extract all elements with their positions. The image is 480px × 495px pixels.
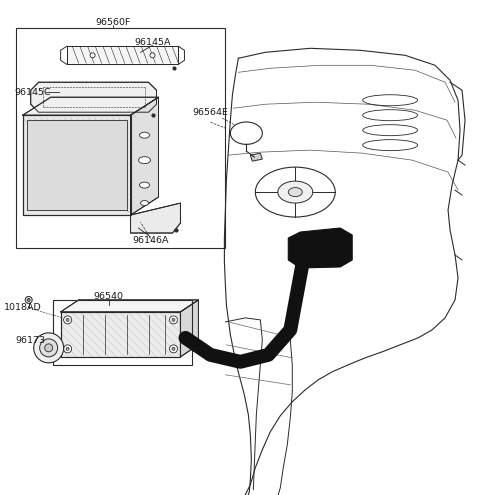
Polygon shape (180, 300, 198, 357)
Ellipse shape (141, 200, 148, 205)
Text: 96145C: 96145C (14, 88, 51, 97)
Text: 96173: 96173 (16, 337, 46, 346)
Polygon shape (23, 97, 158, 115)
Circle shape (172, 318, 175, 321)
Ellipse shape (139, 156, 151, 164)
Ellipse shape (278, 181, 313, 203)
Circle shape (66, 318, 69, 321)
Bar (53, 300, 192, 365)
Polygon shape (67, 47, 179, 64)
Text: 96145A: 96145A (134, 38, 171, 47)
Circle shape (90, 53, 95, 58)
Text: 1018AD: 1018AD (4, 303, 42, 312)
Polygon shape (31, 82, 156, 112)
Circle shape (172, 347, 175, 350)
Text: 96540: 96540 (94, 293, 123, 301)
Circle shape (25, 297, 32, 303)
Polygon shape (131, 203, 180, 233)
Polygon shape (131, 97, 158, 215)
Polygon shape (288, 228, 352, 268)
Circle shape (64, 345, 72, 353)
Bar (16, 28, 226, 248)
Circle shape (150, 53, 155, 58)
Circle shape (40, 339, 58, 357)
Circle shape (169, 345, 178, 353)
Ellipse shape (288, 188, 302, 197)
Circle shape (27, 298, 30, 301)
Circle shape (169, 316, 178, 324)
Circle shape (34, 333, 64, 363)
Text: 96146A: 96146A (132, 236, 169, 245)
Circle shape (66, 347, 69, 350)
Circle shape (45, 344, 53, 352)
Bar (27, 120, 127, 210)
Polygon shape (60, 312, 180, 357)
Text: 96560F: 96560F (95, 18, 130, 27)
Circle shape (64, 316, 72, 324)
Ellipse shape (140, 182, 149, 188)
Polygon shape (251, 153, 263, 161)
Polygon shape (60, 300, 198, 312)
Ellipse shape (140, 132, 149, 138)
Text: 96564E: 96564E (192, 108, 228, 117)
Polygon shape (23, 115, 131, 215)
